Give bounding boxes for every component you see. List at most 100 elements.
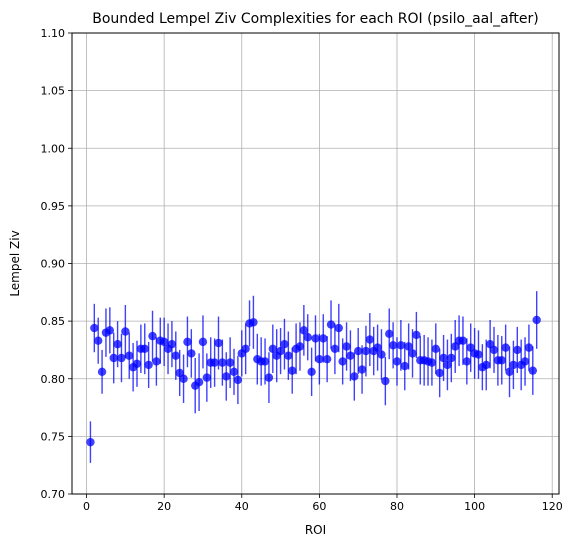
data-point	[93, 336, 103, 345]
y-tick-label: 0.70	[41, 488, 66, 501]
data-point	[353, 346, 363, 356]
data-point	[524, 343, 534, 352]
data-point	[214, 338, 223, 348]
data-point	[241, 344, 250, 353]
data-point	[338, 357, 347, 366]
data-point	[229, 367, 239, 377]
data-point	[167, 339, 177, 349]
y-tick-label: 1.05	[41, 85, 66, 98]
data-point	[121, 327, 130, 336]
data-point	[513, 345, 522, 355]
y-tick-label: 0.75	[41, 430, 66, 443]
data-point	[288, 366, 297, 375]
data-point	[392, 357, 402, 366]
data-point	[260, 357, 270, 366]
data-point	[315, 354, 324, 364]
data-point	[427, 358, 437, 367]
x-axis-label: ROI	[305, 523, 326, 537]
data-point	[125, 351, 134, 360]
data-point	[276, 346, 285, 356]
data-point	[117, 353, 126, 363]
data-point	[218, 358, 227, 367]
data-point	[357, 365, 367, 374]
data-point	[284, 351, 293, 360]
data-point	[482, 360, 491, 370]
data-point	[350, 372, 359, 381]
data-point	[520, 357, 530, 366]
data-point	[447, 353, 456, 363]
data-point	[361, 346, 371, 356]
data-point	[346, 351, 355, 360]
data-point	[377, 350, 386, 359]
data-point	[326, 320, 336, 329]
data-point	[268, 344, 278, 353]
data-point	[144, 360, 153, 370]
data-point	[222, 372, 231, 381]
data-point	[388, 341, 398, 350]
data-point	[148, 331, 157, 341]
data-point	[439, 353, 448, 363]
data-point	[194, 378, 204, 387]
y-axis-label: Lempel Ziv	[8, 230, 22, 296]
x-axis: 0 20 40 60 80 100 120	[83, 494, 563, 513]
data-point	[109, 353, 118, 363]
data-point	[373, 343, 382, 352]
x-tick-label: 40	[235, 500, 249, 513]
x-tick-label: 120	[542, 500, 563, 513]
x-tick-label: 20	[157, 500, 171, 513]
data-point	[159, 337, 169, 347]
data-point	[408, 349, 417, 358]
data-point	[249, 318, 258, 327]
data-point	[152, 357, 161, 366]
data-point	[474, 350, 483, 359]
data-point	[412, 330, 421, 340]
data-point	[435, 368, 444, 378]
y-tick-label: 0.85	[41, 315, 66, 328]
data-point	[365, 335, 375, 344]
data-point	[385, 329, 394, 339]
data-points	[86, 315, 541, 447]
data-point	[342, 342, 351, 351]
data-point	[264, 373, 274, 382]
x-tick-label: 80	[390, 500, 404, 513]
data-point	[334, 323, 343, 333]
data-point	[443, 360, 452, 370]
data-point	[225, 358, 235, 367]
data-point	[171, 351, 181, 360]
data-point	[458, 336, 468, 345]
data-point	[431, 344, 440, 353]
data-point	[210, 358, 219, 367]
data-point	[86, 437, 95, 447]
chart-title: Bounded Lempel Ziv Complexities for each…	[92, 11, 539, 27]
data-point	[113, 339, 122, 349]
data-point	[280, 339, 289, 349]
data-point	[462, 357, 472, 366]
data-point	[400, 361, 409, 371]
x-tick-label: 60	[312, 500, 326, 513]
data-point	[509, 360, 518, 370]
y-tick-label: 1.10	[41, 27, 66, 40]
data-point	[183, 337, 192, 347]
data-point	[330, 344, 340, 353]
data-point	[140, 344, 149, 353]
y-tick-label: 1.00	[41, 142, 66, 155]
y-tick-label: 0.90	[41, 258, 66, 271]
data-point	[404, 342, 413, 351]
data-point	[501, 343, 510, 352]
data-point	[198, 337, 208, 347]
data-point	[497, 356, 506, 365]
data-point	[489, 345, 499, 355]
data-point	[187, 349, 196, 358]
data-point	[396, 341, 406, 350]
x-tick-label: 100	[464, 500, 485, 513]
data-point	[307, 367, 316, 377]
data-point	[90, 323, 99, 333]
data-point	[322, 354, 332, 364]
data-point	[505, 367, 514, 377]
y-tick-label: 0.80	[41, 373, 66, 386]
data-point	[295, 342, 305, 351]
y-tick-label: 0.95	[41, 200, 66, 213]
x-tick-label: 0	[83, 500, 90, 513]
